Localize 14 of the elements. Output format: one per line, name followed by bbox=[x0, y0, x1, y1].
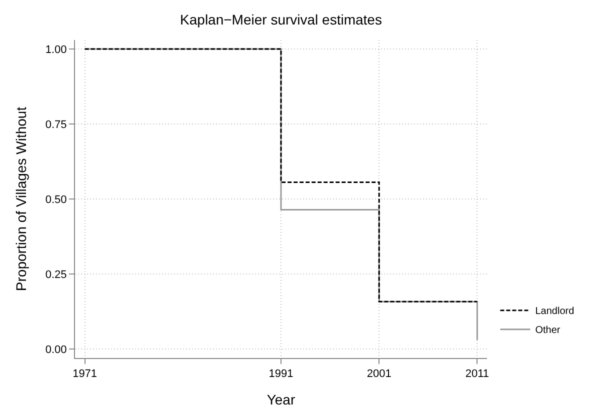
y-tick-label: 0.25 bbox=[45, 268, 67, 281]
y-tick-label: 0.75 bbox=[45, 118, 67, 131]
x-axis-title: Year bbox=[266, 392, 296, 408]
x-tick-label: 2011 bbox=[465, 368, 490, 380]
x-tick-label: 2001 bbox=[366, 368, 392, 380]
legend-label: Other bbox=[535, 325, 561, 336]
y-tick-label: 0.50 bbox=[45, 194, 67, 206]
x-tick-label: 1971 bbox=[72, 368, 98, 380]
y-tick-label: 1.00 bbox=[45, 44, 67, 56]
y-tick-label: 0.00 bbox=[45, 344, 67, 356]
y-axis-title: Proportion of Villages Without bbox=[12, 106, 29, 292]
x-tick-label: 1991 bbox=[268, 368, 294, 380]
chart-title: Kaplan−Meier survival estimates bbox=[180, 11, 382, 28]
legend-label: Landlord bbox=[535, 306, 574, 318]
